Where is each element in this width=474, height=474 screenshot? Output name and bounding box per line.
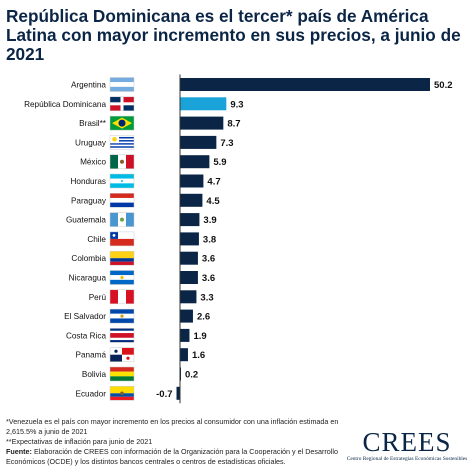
- dominican-republic-flag: [109, 96, 135, 112]
- category-label: Chile: [87, 235, 106, 244]
- uruguay-flag: [109, 135, 135, 150]
- bar: [180, 251, 198, 265]
- category-label: México: [80, 158, 106, 167]
- source-text: Elaboración de CREES con información de …: [6, 447, 338, 466]
- logo-wordmark: CREES: [362, 427, 452, 457]
- peru-flag: [109, 289, 135, 305]
- bar: [180, 78, 430, 91]
- source-note: Fuente: Elaboración de CREES con informa…: [6, 447, 346, 467]
- category-label: Argentina: [71, 81, 106, 90]
- nicaragua-flag: [109, 270, 135, 285]
- value-label: 1.9: [193, 331, 206, 342]
- value-label: 7.3: [220, 138, 233, 149]
- category-label: Guatemala: [66, 216, 106, 225]
- argentina-flag: [109, 77, 135, 92]
- category-label: Brasil**: [79, 119, 107, 128]
- value-label: 3.9: [203, 215, 216, 226]
- value-label: 1.6: [192, 350, 205, 361]
- chile-flag: [109, 231, 135, 247]
- bar: [180, 193, 203, 207]
- value-label: 8.7: [227, 119, 240, 130]
- value-label: 0.2: [185, 370, 198, 381]
- category-label: Panamá: [76, 351, 107, 360]
- category-label: República Dominicana: [24, 100, 106, 109]
- honduras-flag: [109, 173, 135, 189]
- source-label: Fuente:: [6, 447, 32, 456]
- category-label: Costa Rica: [66, 331, 106, 340]
- category-label: Paraguay: [71, 196, 107, 205]
- value-label: 2.6: [197, 312, 210, 323]
- bar: [180, 155, 210, 169]
- value-label: 4.5: [206, 196, 220, 207]
- bar: [180, 271, 198, 284]
- paraguay-flag: [109, 193, 135, 208]
- value-label: 50.2: [434, 80, 453, 91]
- logo-tagline: Centro Regional de Estrategias Económica…: [346, 456, 468, 462]
- bar: [176, 386, 180, 400]
- bar: [180, 135, 217, 149]
- footnote-venezuela: *Venezuela es el país con mayor incremen…: [6, 417, 339, 436]
- category-label: Perú: [89, 293, 107, 302]
- bar: [180, 97, 227, 111]
- chart-notes: *Venezuela es el país con mayor incremen…: [6, 417, 346, 467]
- category-label: Honduras: [70, 177, 106, 186]
- category-label: Uruguay: [75, 138, 107, 147]
- category-label: Ecuador: [76, 389, 107, 398]
- mexico-flag: [109, 154, 135, 169]
- panama-flag: [109, 347, 135, 362]
- value-label: 4.7: [207, 177, 220, 188]
- bar: [180, 213, 200, 227]
- bar: [180, 174, 204, 188]
- value-label: 3.8: [203, 234, 216, 245]
- footnote-brazil: **Expectativas de inflación para junio d…: [6, 437, 153, 446]
- colombia-flag: [109, 250, 135, 266]
- category-label: Colombia: [71, 254, 106, 263]
- category-label: El Salvador: [64, 312, 106, 321]
- chart-title: República Dominicana es el tercer* país …: [6, 6, 461, 64]
- category-label: Nicaragua: [69, 274, 107, 283]
- bar: [180, 232, 199, 246]
- costa-rica-flag: [109, 328, 135, 343]
- value-label: -0.7: [156, 389, 172, 400]
- bar: [180, 290, 197, 304]
- bar: [180, 116, 224, 130]
- category-label: Bolivia: [82, 370, 107, 379]
- brazil-flag: [109, 115, 135, 131]
- el-salvador-flag: [109, 308, 135, 324]
- crees-logo: CREES Centro Regional de Estrategias Eco…: [346, 428, 468, 468]
- bar: [180, 348, 188, 362]
- bolivia-flag: [109, 366, 135, 382]
- value-label: 3.6: [202, 254, 215, 265]
- value-label: 3.6: [202, 273, 215, 284]
- value-label: 9.3: [230, 99, 243, 110]
- value-label: 5.9: [213, 157, 226, 168]
- bar: [180, 309, 193, 323]
- guatemala-flag: [109, 212, 135, 227]
- ecuador-flag: [109, 386, 135, 401]
- bar: [180, 328, 190, 342]
- value-label: 3.3: [200, 292, 213, 303]
